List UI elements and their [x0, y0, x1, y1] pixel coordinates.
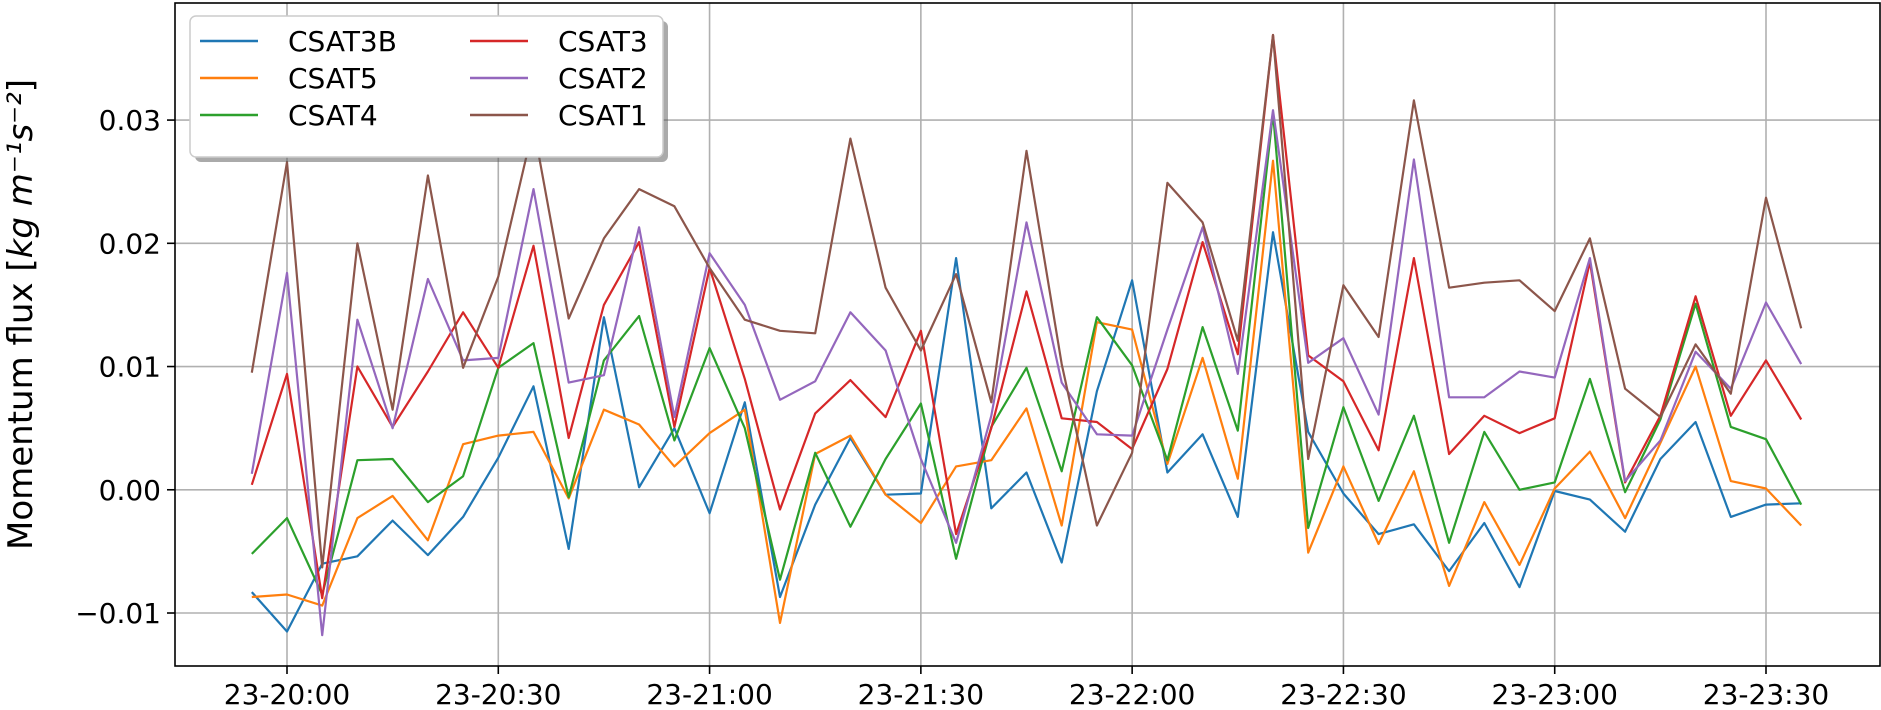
plot-frame [174, 2, 1881, 667]
y-axis-label: Momentum flux [kg m⁻¹s⁻²] [1, 79, 41, 550]
y-tick-label: −0.01 [75, 597, 161, 630]
y-tick-label: 0.02 [99, 227, 161, 260]
series-line-csat1 [250, 33, 1803, 569]
legend-label: CSAT1 [558, 99, 648, 132]
y-axis-label-prefix: Momentum flux [ [1, 258, 41, 550]
series-line-csat5 [251, 159, 1802, 625]
legend-label: CSAT2 [558, 62, 648, 95]
legend-label: CSAT5 [288, 62, 378, 95]
series-lines [250, 33, 1803, 637]
grid-lines [175, 3, 1880, 666]
x-tick-label: 23-22:30 [1280, 678, 1406, 710]
x-tick-label: 23-20:30 [435, 678, 561, 710]
series-line-csat2 [250, 109, 1803, 637]
y-axis-label-suffix: ] [1, 79, 41, 92]
axis-ticks: −0.01 0.00 0.01 0.02 0.03 23-20:00 23-20:30 23-… [75, 104, 1829, 710]
legend-label: CSAT4 [288, 99, 378, 132]
x-tick-label: 23-23:30 [1703, 678, 1829, 710]
x-tick-label: 23-21:00 [646, 678, 772, 710]
legend-label: CSAT3B [288, 25, 397, 58]
y-tick-label: 0.01 [99, 351, 161, 384]
svg-text:Momentum flux [kg m⁻¹s⁻²]: Momentum flux [kg m⁻¹s⁻²] [1, 79, 41, 550]
x-tick-label: 23-23:00 [1491, 678, 1617, 710]
x-tick-label: 23-20:00 [224, 678, 350, 710]
series-line-csat3 [250, 33, 1803, 600]
legend-label: CSAT3 [558, 25, 648, 58]
series-line-csat4 [251, 111, 1803, 596]
legend: CSAT3B CSAT5 CSAT4 CSAT3 CSAT2 CSAT1 [189, 15, 668, 162]
x-tick-label: 23-21:30 [858, 678, 984, 710]
y-axis-label-unit: kg m⁻¹s⁻² [1, 92, 41, 258]
y-tick-label: 0.00 [99, 474, 161, 507]
legend-box [189, 15, 664, 158]
x-tick-label: 23-22:00 [1069, 678, 1195, 710]
y-tick-label: 0.03 [99, 104, 161, 137]
